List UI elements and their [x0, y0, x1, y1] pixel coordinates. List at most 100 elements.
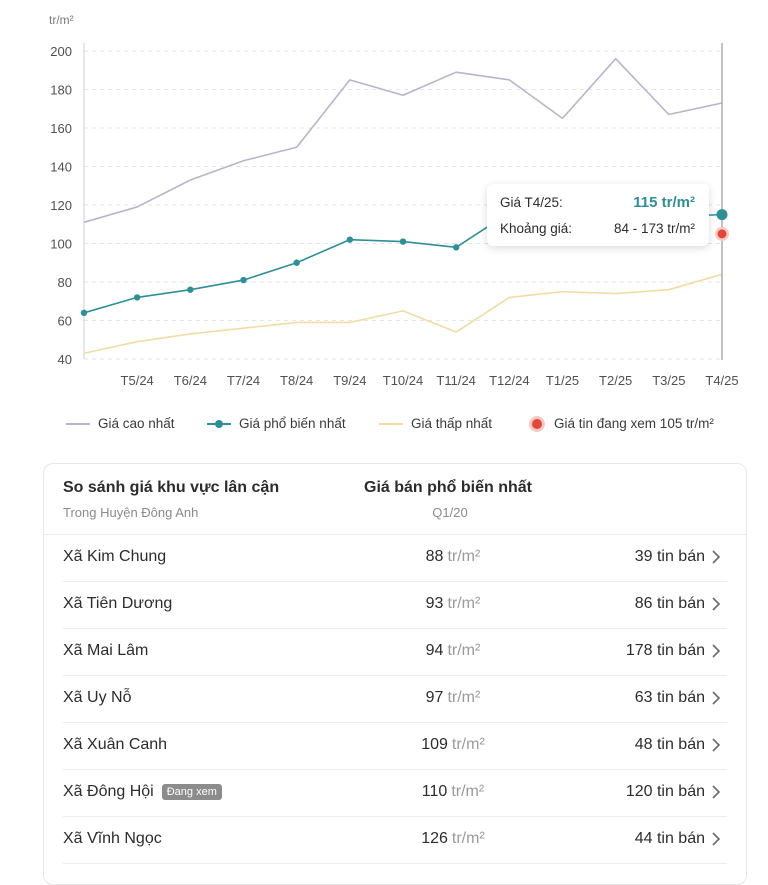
series-point-common [187, 286, 194, 293]
tooltip-price-label: Giá T4/25: [500, 195, 563, 210]
area-name: Xã Uy Nỗ [63, 689, 131, 707]
x-tick-label: T6/24 [174, 373, 207, 388]
area-price: 93 tr/m² [373, 595, 533, 613]
comparison-row[interactable]: Xã Vĩnh Ngọc 126 tr/m² 44 tin bán [63, 816, 727, 864]
current-listing-point[interactable] [717, 229, 727, 239]
price-column-period: Q1/20 [432, 505, 468, 520]
red-dot-icon [532, 418, 542, 429]
series-line-low [83, 273, 723, 355]
area-price-unit: tr/m² [447, 595, 481, 612]
legend-label-high: Giá cao nhất [98, 416, 175, 431]
legend-label-low: Giá thấp nhất [411, 416, 493, 431]
price-chart: tr/m² 40 60 80 100 120 140 160 180 200 T5/24 T6/2… [49, 13, 739, 388]
area-price: 109 tr/m² [373, 736, 533, 754]
comparison-row[interactable]: Xã Xuân Canh 109 tr/m² 48 tin bán [63, 722, 727, 770]
x-tick-label: T9/24 [333, 373, 366, 388]
x-tick-label: T7/24 [227, 373, 260, 388]
comparison-header: So sánh giá khu vực lân cận Trong Huyện … [44, 464, 746, 535]
legend-item-high[interactable]: Giá cao nhất [66, 416, 175, 431]
listing-count: 63 tin bán [634, 689, 705, 706]
area-name-text: Xã Đông Hội [63, 783, 154, 800]
comparison-row[interactable]: Xã Kim Chung 88 tr/m² 39 tin bán [63, 534, 727, 582]
legend-item-current[interactable]: Giá tin đang xem 105 tr/m² [530, 416, 714, 431]
area-price-unit: tr/m² [451, 783, 485, 800]
y-tick-label: 80 [58, 275, 72, 290]
listing-count: 44 tin bán [634, 830, 705, 847]
y-unit-label: tr/m² [49, 13, 74, 27]
area-name: Xã Tiên Dương [63, 595, 172, 613]
legend-line-icon [66, 422, 90, 425]
hover-markers [715, 209, 729, 241]
area-name-text: Xã Mai Lâm [63, 642, 149, 659]
x-tick-label: T8/24 [280, 373, 313, 388]
area-price-unit: tr/m² [447, 642, 481, 659]
legend-line-icon [379, 422, 403, 425]
area-name-text: Xã Kim Chung [63, 548, 167, 565]
series-point-common [133, 294, 141, 301]
comparison-row[interactable]: Xã Uy Nỗ 97 tr/m² 63 tin bán [63, 675, 727, 723]
comparison-title: So sánh giá khu vực lân cận [63, 479, 280, 496]
x-tick-label: T12/24 [489, 373, 529, 388]
area-price-unit: tr/m² [451, 736, 485, 753]
area-name: Xã Kim Chung [63, 548, 166, 566]
area-price-value: 126 [421, 830, 448, 847]
comparison-row[interactable]: Xã Mai Lâm 94 tr/m² 178 tin bán [63, 628, 727, 676]
x-tick-label: T4/25 [705, 373, 738, 388]
y-axis-ticks: 40 60 80 100 120 140 160 180 200 [50, 44, 72, 367]
area-price-value: 94 [425, 642, 444, 659]
series-line-high [83, 57, 723, 224]
y-tick-label: 60 [58, 314, 72, 329]
area-name: Xã Vĩnh Ngọc [63, 830, 162, 848]
y-tick-label: 160 [50, 121, 72, 136]
series-point-common [80, 309, 88, 316]
area-price-value: 109 [421, 736, 448, 753]
comparison-row[interactable]: Xã Đông Hội Đang xem 110 tr/m² 120 tin bán [63, 769, 727, 817]
x-tick-label: T10/24 [383, 373, 423, 388]
area-name-text: Xã Vĩnh Ngọc [63, 830, 162, 847]
area-name-text: Xã Uy Nỗ [63, 689, 132, 706]
legend-item-low[interactable]: Giá thấp nhất [379, 416, 492, 431]
hover-point-common[interactable] [716, 209, 728, 221]
listing-count: 39 tin bán [634, 548, 705, 565]
chart-tooltip: Giá T4/25: 115 tr/m² Khoảng giá: 84 - 17… [487, 184, 709, 246]
x-tick-label: T1/25 [546, 373, 579, 388]
chevron-right-icon[interactable] [709, 548, 723, 566]
chevron-right-icon[interactable] [709, 689, 723, 707]
viewing-badge: Đang xem [161, 784, 222, 800]
tooltip-price-value: 115 tr/m² [633, 194, 695, 211]
chevron-right-icon[interactable] [709, 595, 723, 613]
listing-count: 48 tin bán [634, 736, 705, 753]
x-axis-ticks: T5/24 T6/24 T7/24 T8/24 T9/24 T10/24 T11/24 T12… [121, 373, 739, 388]
y-tick-label: 40 [58, 352, 72, 367]
series-point-common [399, 238, 407, 245]
legend-label-current: Giá tin đang xem 105 tr/m² [554, 416, 714, 431]
series-point-common [346, 236, 354, 243]
series-point-common [293, 259, 300, 266]
nearby-price-comparison-card: So sánh giá khu vực lân cận Trong Huyện … [43, 463, 747, 885]
area-price: 94 tr/m² [373, 642, 533, 660]
comparison-subtitle: Trong Huyện Đông Anh [63, 505, 199, 520]
chevron-right-icon[interactable] [709, 783, 723, 801]
area-price-value: 93 [425, 595, 444, 612]
legend-label-common: Giá phổ biến nhất [239, 416, 346, 431]
area-name-text: Xã Tiên Dương [63, 595, 173, 612]
area-price: 110 tr/m² [373, 783, 533, 801]
area-price-value: 88 [425, 548, 444, 565]
comparison-row[interactable]: Xã Tiên Dương 93 tr/m² 86 tin bán [63, 581, 727, 629]
x-tick-label: T11/24 [436, 373, 476, 388]
area-price-value: 110 [421, 783, 448, 800]
area-price: 97 tr/m² [373, 689, 533, 707]
x-tick-label: T3/25 [652, 373, 685, 388]
y-tick-label: 140 [50, 160, 72, 175]
y-tick-label: 100 [50, 237, 72, 252]
tooltip-range-value: 84 - 173 tr/m² [613, 221, 695, 236]
area-price-unit: tr/m² [447, 689, 481, 706]
chevron-right-icon[interactable] [709, 736, 723, 754]
x-tick-label: T5/24 [121, 373, 154, 388]
legend-item-common[interactable]: Giá phổ biến nhất [207, 416, 346, 431]
x-tick-label: T2/25 [599, 373, 632, 388]
chevron-right-icon[interactable] [709, 642, 723, 660]
listing-count: 120 tin bán [625, 783, 705, 800]
chevron-right-icon[interactable] [709, 830, 723, 848]
area-name-text: Xã Xuân Canh [63, 736, 168, 753]
